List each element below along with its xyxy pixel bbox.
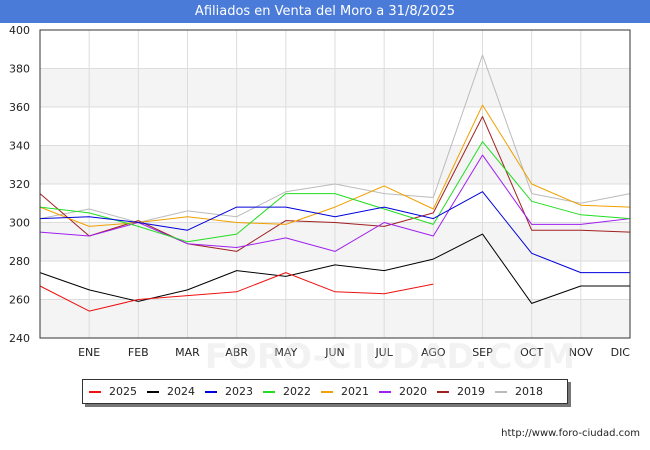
x-tick-label: FEB (128, 346, 149, 359)
plot-border (39, 29, 631, 339)
y-tick-label: 280 (9, 255, 30, 268)
x-tick-label: AGO (421, 346, 446, 359)
source-url: http://www.foro-ciudad.com (501, 428, 640, 439)
series-line-2025 (39, 272, 434, 312)
legend-swatch (263, 391, 275, 393)
y-tick-label: 380 (9, 63, 30, 76)
title-bar: Afiliados en Venta del Moro a 31/8/2025 (0, 0, 650, 23)
x-tick-label: MAR (175, 346, 200, 359)
x-tick-label: ENE (78, 346, 100, 359)
y-tick-label: 360 (9, 101, 30, 114)
watermark: FORO-CIUDAD.COM (205, 337, 576, 377)
legend-swatch (495, 391, 507, 393)
series-line-2019 (39, 116, 631, 252)
y-tick-label: 320 (9, 178, 30, 191)
y-tick-label: 240 (9, 332, 30, 345)
series-line-2023 (39, 191, 630, 274)
legend-swatch (89, 391, 101, 393)
legend-item-2024: 2024 (147, 380, 195, 403)
x-tick-label: OCT (520, 346, 543, 359)
legend-item-2022: 2022 (263, 380, 311, 403)
legend-label: 2023 (225, 385, 253, 398)
x-tick-label: MAY (274, 346, 297, 359)
legend-item-2019: 2019 (437, 380, 485, 403)
legend-swatch (205, 391, 217, 393)
legend-swatch (379, 391, 391, 393)
y-tick-label: 400 (9, 24, 30, 37)
x-tick-label: DIC (611, 346, 631, 359)
legend-label: 2018 (515, 385, 543, 398)
legend: 2025 2024 2023 2022 2021 2020 2019 2018 (82, 379, 568, 404)
legend-label: 2022 (283, 385, 311, 398)
x-tick-label: ABR (225, 346, 248, 359)
x-tick-label: NOV (569, 346, 594, 359)
legend-swatch (147, 391, 159, 393)
series-line-2022 (39, 141, 631, 243)
x-tick-label: SEP (472, 346, 493, 359)
series-line-2024 (39, 233, 630, 304)
legend-item-2025: 2025 (89, 380, 137, 403)
chart-title: Afiliados en Venta del Moro a 31/8/2025 (194, 4, 456, 19)
legend-swatch (321, 391, 333, 393)
legend-label: 2019 (457, 385, 485, 398)
y-tick-label: 340 (9, 140, 30, 153)
legend-label: 2020 (399, 385, 427, 398)
y-tick-label: 260 (9, 294, 30, 307)
legend-swatch (437, 391, 449, 393)
legend-item-2020: 2020 (379, 380, 427, 403)
y-tick-label: 300 (9, 217, 30, 230)
x-tick-label: JUL (374, 346, 393, 359)
legend-label: 2025 (109, 385, 137, 398)
legend-label: 2024 (167, 385, 195, 398)
legend-item-2018: 2018 (495, 380, 543, 403)
legend-label: 2021 (341, 385, 369, 398)
legend-item-2023: 2023 (205, 380, 253, 403)
x-tick-label: JUN (324, 346, 345, 359)
legend-item-2021: 2021 (321, 380, 369, 403)
